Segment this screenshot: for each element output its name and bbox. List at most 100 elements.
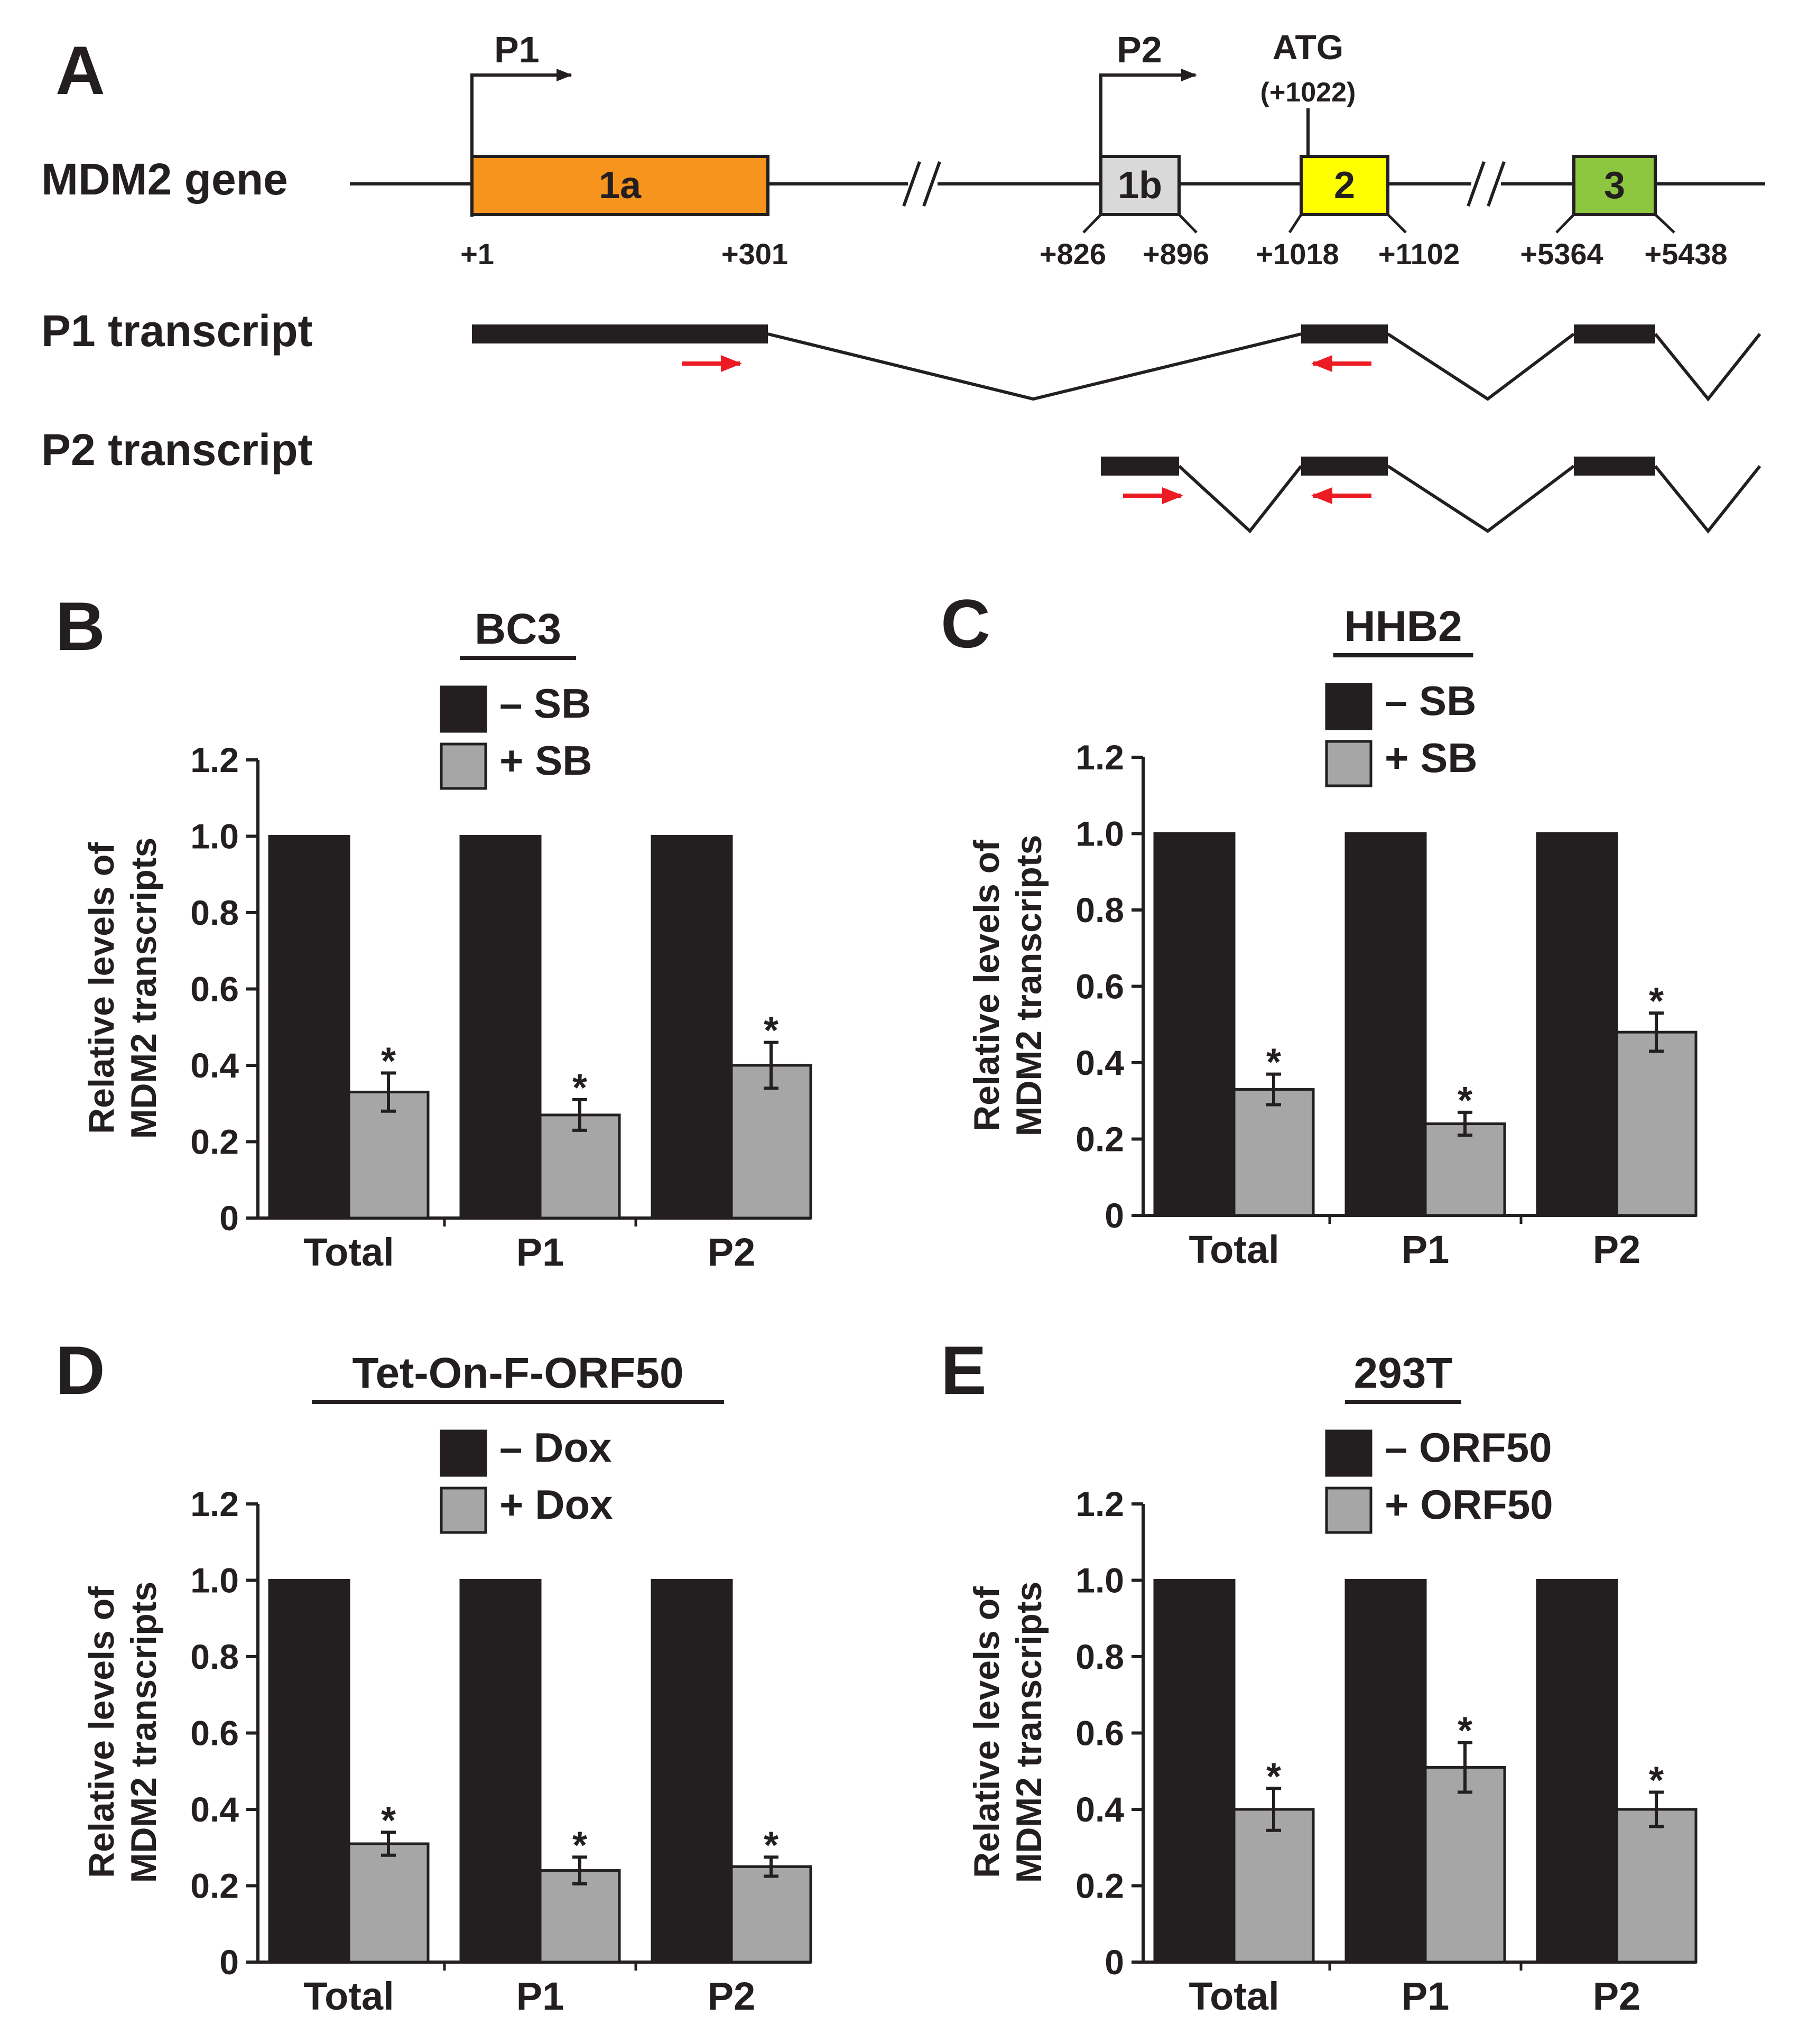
- legend-label-plus: + SB: [499, 737, 592, 784]
- significance-asterisk: *: [1649, 1759, 1664, 1801]
- legend-label-minus: – ORF50: [1385, 1424, 1552, 1471]
- x-category-label: Total: [303, 1974, 394, 2018]
- significance-asterisk: *: [764, 1010, 778, 1052]
- significance-asterisk: *: [764, 1824, 778, 1866]
- legend-swatch-plus: [1325, 1486, 1373, 1534]
- y-tick-label: 1.0: [1075, 1561, 1124, 1600]
- legend-swatch-plus: [440, 1486, 487, 1534]
- p2-intron-line-1: [1177, 464, 1303, 534]
- exon-1a-label: 1a: [599, 164, 642, 207]
- significance-asterisk: *: [572, 1824, 587, 1866]
- exon-1b-label: 1b: [1118, 164, 1162, 207]
- exon-2-box: [1300, 155, 1389, 216]
- legend-label-minus: – Dox: [499, 1424, 611, 1471]
- exon-1b-box: [1099, 155, 1181, 216]
- exon-1a-box: [470, 155, 769, 216]
- p2-intron-line-2: [1387, 464, 1575, 533]
- mdm2-gene-label: MDM2 gene: [41, 154, 288, 204]
- x-category-label: P2: [1593, 1974, 1641, 2018]
- y-axis-label-line: MDM2 transcripts: [124, 838, 164, 1139]
- atg-position-label: (+1022): [1260, 77, 1356, 108]
- x-category-label: P2: [708, 1974, 756, 2018]
- y-axis-label-line: Relative levels of: [967, 1586, 1007, 1878]
- x-category-label: P1: [1402, 1228, 1450, 1271]
- bar-p2-minus: [1536, 1579, 1618, 1964]
- y-tick-label: 0.4: [1075, 1790, 1124, 1829]
- exon-2-end-tick: [1387, 213, 1407, 234]
- y-tick-label: 0.8: [190, 893, 239, 932]
- p2-transcript-label: P2 transcript: [41, 425, 313, 475]
- legend-swatch-minus: [1325, 1429, 1373, 1477]
- panel-letter-b: B: [55, 588, 105, 665]
- panel-a-gene-diagram: A MDM2 gene P1 P2 ATG (+1022) 1a +1 +301: [41, 27, 1765, 534]
- bar-p1-minus: [459, 835, 542, 1220]
- y-tick-label: 1.0: [190, 817, 239, 856]
- promoter-p2-arrow: [1099, 69, 1197, 159]
- p1-intron-line-1: [767, 332, 1302, 401]
- legend-label-minus: – SB: [499, 680, 591, 727]
- y-axis-label-line: MDM2 transcripts: [124, 1582, 164, 1883]
- y-axis-label: Relative levels ofMDM2 transcripts: [81, 838, 164, 1139]
- legend-swatch-minus: [1325, 683, 1373, 730]
- p2-exon-3-block: [1574, 457, 1655, 476]
- chart-title: 293T: [1354, 1349, 1453, 1397]
- bar-total-plus: [347, 1091, 430, 1220]
- bar-total-minus: [268, 1579, 350, 1964]
- promoter-p1-label: P1: [494, 29, 540, 70]
- p2-exon-2-block: [1301, 457, 1388, 476]
- exon-3-start-tick: [1555, 213, 1575, 234]
- legend-label-plus: + SB: [1385, 735, 1478, 781]
- x-category-label: P1: [516, 1974, 564, 2018]
- significance-asterisk: *: [1266, 1042, 1281, 1084]
- bar-p2-minus: [1536, 832, 1618, 1217]
- panel-e-chart: E 293T – ORF50 + ORF50 0 0.2 0.4 0.6 0.8 1.0 1.2 Re…: [941, 1332, 1698, 2018]
- y-tick-label: 1.0: [1075, 814, 1124, 853]
- y-axis-label-line: Relative levels of: [967, 840, 1007, 1131]
- significance-asterisk: *: [1458, 1080, 1472, 1122]
- x-category-label: Total: [1189, 1974, 1279, 2018]
- legend-swatch-plus: [440, 742, 487, 790]
- bar-p2-minus: [651, 1579, 733, 1964]
- significance-asterisk: *: [1649, 980, 1664, 1023]
- y-axis-label-line: Relative levels of: [81, 1586, 122, 1878]
- gene-break-mark-1: [902, 159, 941, 209]
- y-axis-label-line: MDM2 transcripts: [1009, 835, 1049, 1137]
- bar-p2-minus: [651, 835, 733, 1220]
- bar-total-plus: [1232, 1088, 1315, 1217]
- y-tick-label: 0: [219, 1943, 239, 1982]
- x-category-label: Total: [1189, 1228, 1279, 1271]
- chart-title: Tet-On-F-ORF50: [352, 1349, 683, 1397]
- chart-title: HHB2: [1344, 602, 1462, 651]
- y-tick-label: 0.8: [1075, 1637, 1124, 1676]
- significance-asterisk: *: [381, 1799, 396, 1842]
- exon-2-end-pos: +1102: [1378, 237, 1460, 271]
- p2-transcript-structure: [1101, 457, 1761, 534]
- exon-2-start-tick: [1288, 213, 1303, 234]
- y-tick-label: 1.2: [1075, 1484, 1124, 1523]
- exon-3-end-pos: +5438: [1644, 237, 1727, 271]
- bar-p1-plus: [539, 1869, 621, 1964]
- exon-1b-start-tick: [1082, 213, 1102, 234]
- y-tick-label: 0.2: [190, 1122, 239, 1162]
- panel-b-chart: B BC3 – SB + SB 0 0.2 0.4 0.6 0.8 1.0 1.2 Relative …: [55, 588, 812, 1274]
- bar-total-minus: [1153, 832, 1236, 1217]
- y-tick-label: 0.6: [1075, 967, 1124, 1006]
- significance-asterisk: *: [1458, 1710, 1472, 1752]
- y-tick-label: 0.6: [1075, 1714, 1124, 1753]
- y-tick-label: 1.2: [190, 1484, 239, 1523]
- legend-swatch-plus: [1325, 740, 1373, 787]
- bar-total-plus: [1232, 1808, 1315, 1964]
- gene-break-mark-2: [1467, 159, 1506, 209]
- exon-2-start-pos: +1018: [1256, 237, 1339, 271]
- exon-1b-end-tick: [1178, 213, 1198, 234]
- bar-p2-plus: [1615, 1808, 1698, 1964]
- y-tick-label: 0.6: [190, 1714, 239, 1753]
- p1-transcript-structure: [472, 324, 1761, 402]
- significance-asterisk: *: [572, 1067, 587, 1109]
- bar-p1-plus: [1424, 1766, 1506, 1964]
- chart-title: BC3: [475, 605, 561, 653]
- y-tick-label: 0.6: [190, 970, 239, 1009]
- y-tick-label: 0: [1105, 1943, 1124, 1982]
- significance-asterisk: *: [381, 1040, 396, 1082]
- y-axis-label-line: MDM2 transcripts: [1009, 1582, 1049, 1883]
